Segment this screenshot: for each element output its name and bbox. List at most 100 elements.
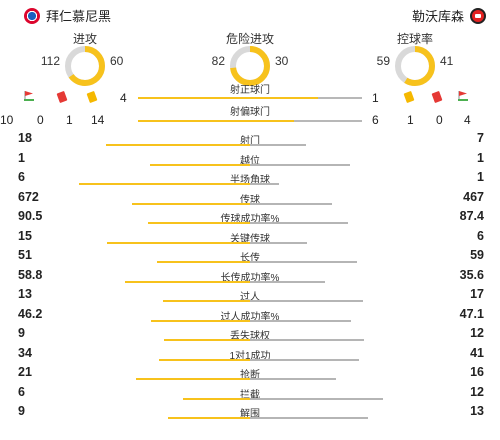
away-stat-value: 1 [477,170,484,184]
stat-row: 90.5 传球成功率% 87.4 [0,208,500,228]
possession-ring [395,46,435,86]
away-stat-value: 12 [470,384,484,399]
away-stat-value: 35.6 [459,267,484,282]
home-stat-value: 9 [18,404,25,418]
home-stat-value: 21 [18,365,32,379]
away-extra-3: 4 [464,113,471,127]
stat-label: 传球 [240,194,260,206]
home-stat-bar [183,397,250,400]
home-stat-bar [107,241,250,244]
shots-off-target-bar [138,120,362,122]
stat-label: 长传 [240,253,260,264]
home-stat-value: 1 [18,150,25,165]
home-stat-value: 34 [18,345,32,360]
stat-label: 抢断 [240,370,260,381]
home-stat-bar [168,417,250,419]
dangerous-attack-stat: 危险进攻 82 30 [167,28,333,86]
away-stat-value: 12 [470,326,484,340]
stat-label: 解围 [240,409,260,420]
home-team[interactable]: 拜仁慕尼黑 [24,6,111,25]
shots-on-target-label: 射正球门 [230,85,270,96]
home-stat-value: 15 [18,228,32,243]
stat-row: 58.8 长传成功率% 35.6 [0,267,500,287]
away-stat-value: 6 [477,228,484,243]
stat-row: 9 解围 13 [0,403,500,423]
away-extra-0: 6 [372,113,379,127]
away-stat-value: 13 [470,404,484,418]
away-stat-bar [250,144,306,146]
away-stat-value: 47.1 [459,306,484,321]
home-shots-on-target: 4 [120,91,127,105]
home-value: 59 [376,54,390,68]
stat-label: 拦截 [240,389,260,401]
match-header: 拜仁慕尼黑 勒沃库森 [0,0,500,28]
home-stat-bar [79,183,250,185]
home-stat-value: 51 [18,248,32,262]
stat-row: 46.2 过人成功率% 47.1 [0,306,500,326]
stat-label: 过人 [240,292,260,303]
dangerous-attack-ring [230,46,270,86]
stat-label: 关键传球 [230,233,270,245]
home-extra-1: 0 [37,113,44,127]
home-stat-value: 58.8 [18,267,43,282]
leverkusen-badge-icon [470,7,486,24]
home-stat-bar [106,144,250,146]
away-stat-bar [250,241,307,244]
home-stat-bar [151,319,250,322]
away-stat-value: 1 [477,150,484,165]
stat-label: 1对1成功 [229,350,271,362]
bayern-badge-icon [24,7,40,24]
away-extra-2: 0 [436,113,443,127]
home-extra-0: 10 [0,113,14,127]
away-stat-bar [250,202,332,205]
stat-row: 21 抢断 16 [0,364,500,384]
away-stat-bar [250,183,279,185]
shots-on-target-bar [138,97,362,99]
away-value: 41 [440,54,454,68]
home-stat-bar [148,222,250,224]
away-stat-bar [250,222,348,224]
stat-label: 长传成功率% [220,272,280,284]
stat-row: 6 拦截 12 [0,384,500,404]
away-value: 60 [110,54,124,68]
home-stat-bar [164,339,250,341]
home-value: 112 [40,54,60,68]
away-stat-value: 16 [470,365,484,379]
home-extra-3: 14 [91,113,105,127]
stat-row: 15 关键传球 6 [0,228,500,248]
away-stat-bar [250,397,383,400]
stat-row: 672 传球 467 [0,189,500,209]
away-team[interactable]: 勒沃库森 [412,6,486,25]
home-team-name: 拜仁慕尼黑 [46,9,112,24]
away-stat-bar [250,261,357,263]
attack-stat: 进攻 112 60 [2,28,168,86]
away-stat-bar [250,319,351,322]
away-stat-value: 41 [470,345,484,360]
away-stat-bar [250,417,368,419]
home-stat-value: 6 [18,170,25,184]
away-stat-bar [250,280,325,283]
home-value: 82 [211,54,225,68]
home-stat-value: 90.5 [18,209,43,223]
corner-flag-icon [24,91,34,101]
away-stat-bar [250,339,364,341]
home-extra-2: 1 [66,113,73,127]
home-stat-value: 672 [18,189,39,204]
home-stat-value: 6 [18,384,25,399]
corner-flag-icon [458,91,468,101]
stat-row: 18 射门 7 [0,130,500,150]
stat-label: 半场角球 [230,175,270,186]
stat-title: 控球率 [396,32,433,46]
away-stat-bar [250,300,363,302]
away-stat-value: 59 [470,248,484,262]
stat-row: 51 长传 59 [0,247,500,267]
stat-label: 丢失球权 [230,331,270,342]
stat-row: 6 半场角球 1 [0,169,500,189]
stat-title: 危险进攻 [225,32,274,46]
home-stat-value: 18 [18,131,32,145]
away-shots-on-target: 1 [372,91,379,105]
stat-row: 1 越位 1 [0,150,500,170]
stat-title: 进攻 [72,32,97,46]
stat-row: 13 过人 17 [0,286,500,306]
away-stat-bar [250,378,336,380]
